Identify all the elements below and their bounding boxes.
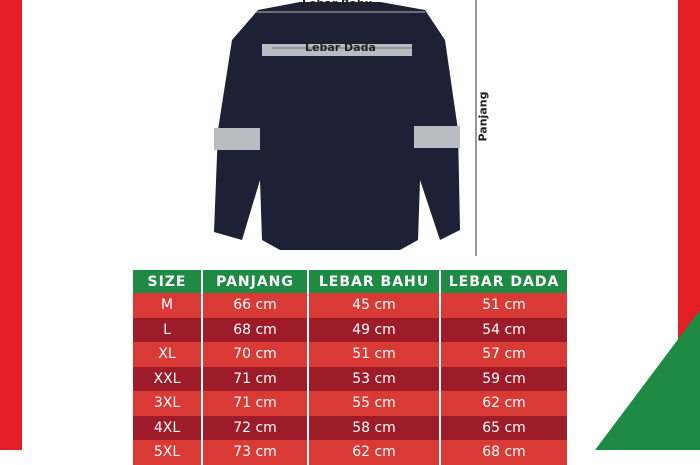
table-cell: 62 cm <box>307 440 440 465</box>
table-cell: 54 cm <box>439 317 567 342</box>
table-cell: 58 cm <box>307 415 440 440</box>
table-cell: L <box>133 317 202 342</box>
shoulder-label: Lebar Bahu <box>302 0 373 10</box>
table-cell: 49 cm <box>307 317 440 342</box>
table-cell: 72 cm <box>201 415 308 440</box>
table-row: 5XL 73 cm 62 cm 68 cm <box>133 440 567 465</box>
size-chart-table: SIZE PANJANG LEBAR BAHU LEBAR DADA M 66 c… <box>133 270 567 465</box>
length-label: Panjang <box>476 91 490 142</box>
table-cell: 71 cm <box>201 366 308 391</box>
table-cell: XL <box>133 342 202 367</box>
table-cell: M <box>133 293 202 318</box>
table-cell: 45 cm <box>307 293 440 318</box>
table-row: XL 70 cm 51 cm 57 cm <box>133 342 567 367</box>
table-cell: 62 cm <box>439 391 567 416</box>
jacket-image <box>214 0 477 256</box>
table-cell: 3XL <box>133 391 202 416</box>
table-cell: 55 cm <box>307 391 440 416</box>
header-lebar-dada: LEBAR DADA <box>439 270 567 293</box>
table-cell: 51 cm <box>307 342 440 367</box>
table-cell: 53 cm <box>307 366 440 391</box>
table-cell: 65 cm <box>439 415 567 440</box>
table-row: 4XL 72 cm 58 cm 65 cm <box>133 415 567 440</box>
table-row: 3XL 71 cm 55 cm 62 cm <box>133 391 567 416</box>
table-row: M 66 cm 45 cm 51 cm <box>133 293 567 318</box>
table-cell: 66 cm <box>201 293 308 318</box>
red-border-right <box>678 0 700 340</box>
table-cell: 51 cm <box>439 293 567 318</box>
chest-label: Lebar Dada <box>305 41 376 54</box>
table-cell: 73 cm <box>201 440 308 465</box>
table-cell: 68 cm <box>201 317 308 342</box>
table-row: XXL 71 cm 53 cm 59 cm <box>133 366 567 391</box>
table-cell: 5XL <box>133 440 202 465</box>
table-cell: 70 cm <box>201 342 308 367</box>
table-cell: XXL <box>133 366 202 391</box>
table-cell: 59 cm <box>439 366 567 391</box>
table-cell: 57 cm <box>439 342 567 367</box>
table-cell: 71 cm <box>201 391 308 416</box>
table-cell: 4XL <box>133 415 202 440</box>
header-size: SIZE <box>133 270 202 293</box>
header-lebar-bahu: LEBAR BAHU <box>307 270 440 293</box>
header-panjang: PANJANG <box>201 270 308 293</box>
table-row: L 68 cm 49 cm 54 cm <box>133 317 567 342</box>
table-header: SIZE PANJANG LEBAR BAHU LEBAR DADA <box>133 270 567 293</box>
table-cell: 68 cm <box>439 440 567 465</box>
red-border-left <box>0 0 22 450</box>
green-corner-decoration <box>595 310 700 450</box>
